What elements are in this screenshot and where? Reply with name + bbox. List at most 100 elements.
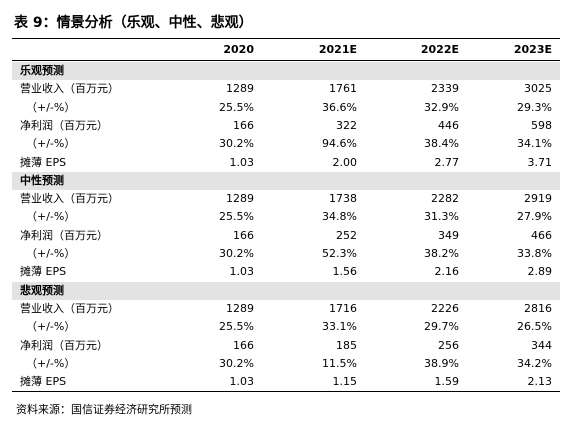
table-cell: 25.5% xyxy=(219,100,254,114)
rule xyxy=(12,391,560,392)
row-label: （+/-%） xyxy=(26,100,76,114)
table-cell: 446 xyxy=(438,118,459,132)
table-cell: 349 xyxy=(438,228,459,242)
row-label: 净利润（百万元） xyxy=(20,338,108,352)
table-cell: 29.3% xyxy=(517,100,552,114)
table-cell: 1289 xyxy=(226,301,254,315)
row-label: （+/-%） xyxy=(26,210,76,224)
row-label: （+/-%） xyxy=(26,247,76,260)
table-cell: 2339 xyxy=(431,82,459,96)
table-cell: 2226 xyxy=(431,301,459,315)
table-cell: 344 xyxy=(531,338,552,352)
table-cell: 11.5% xyxy=(322,356,357,370)
section-label: 乐观预测 xyxy=(20,64,64,77)
table-cell: 2.89 xyxy=(527,265,553,279)
table-cell: 598 xyxy=(531,118,552,132)
table-cell: 1761 xyxy=(329,82,357,96)
table-row: （+/-%） 30.2% 11.5% 38.9% 34.2% xyxy=(12,355,560,373)
table-row: 净利润（百万元） 166 252 349 466 xyxy=(12,227,560,245)
table-cell: 30.2% xyxy=(219,356,254,370)
table-cell: 2022E xyxy=(420,43,459,56)
table-row: （+/-%） 30.2% 52.3% 38.2% 33.8% xyxy=(12,245,560,263)
table-cell: 185 xyxy=(336,338,357,352)
table-row: 营业收入（百万元） 1289 1761 2339 3025 xyxy=(12,80,560,98)
table-cell: 36.6% xyxy=(322,100,357,114)
section-row: 悲观预测 xyxy=(12,281,560,300)
table-cell: 322 xyxy=(336,118,357,132)
table-cell: 2.00 xyxy=(332,155,358,169)
table-cell: 2.77 xyxy=(434,155,460,169)
header-row: 2020 2021E 2022E 2023E xyxy=(12,40,560,60)
table-row: 摊薄 EPS 1.03 2.00 2.77 3.71 xyxy=(12,154,560,172)
row-label: 摊薄 EPS xyxy=(20,265,67,279)
source-note: 资料来源：国信证券经济研究所预测 xyxy=(16,403,192,416)
row-label: （+/-%） xyxy=(26,137,76,151)
table-cell: 38.2% xyxy=(424,247,459,260)
rule xyxy=(12,60,560,61)
table-cell: 38.4% xyxy=(424,137,459,151)
table-row: 净利润（百万元） 166 322 446 598 xyxy=(12,117,560,135)
table-cell: 34.8% xyxy=(322,210,357,224)
table-cell: 30.2% xyxy=(219,137,254,151)
table-cell: 27.9% xyxy=(517,210,552,224)
table-cell: 33.1% xyxy=(322,320,357,334)
table-cell: 30.2% xyxy=(219,247,254,260)
table-cell: 26.5% xyxy=(517,320,552,334)
table-cell: 2282 xyxy=(431,192,459,206)
table-cell: 1.03 xyxy=(229,375,255,389)
table-cell: 29.7% xyxy=(424,320,459,334)
table-cell: 166 xyxy=(233,338,254,352)
row-label: 净利润（百万元） xyxy=(20,118,108,132)
table-row: 营业收入（百万元） 1289 1716 2226 2816 xyxy=(12,300,560,318)
section-row: 乐观预测 xyxy=(12,62,560,81)
row-label: 摊薄 EPS xyxy=(20,155,67,169)
section-label: 中性预测 xyxy=(20,173,64,187)
row-label: 营业收入（百万元） xyxy=(20,82,119,96)
row-label: （+/-%） xyxy=(26,356,76,370)
table-cell: 31.3% xyxy=(424,210,459,224)
table-cell: 2020 xyxy=(223,43,254,56)
table-cell: 166 xyxy=(233,118,254,132)
table-title: 表 9：情景分析（乐观、中性、悲观） xyxy=(14,15,253,31)
table-row: （+/-%） 25.5% 33.1% 29.7% 26.5% xyxy=(12,318,560,336)
table-row: 净利润（百万元） 166 185 256 344 xyxy=(12,337,560,355)
row-label: 营业收入（百万元） xyxy=(20,192,119,206)
table-cell: 33.8% xyxy=(517,247,552,260)
table-cell: 32.9% xyxy=(424,100,459,114)
table-cell: 2919 xyxy=(524,192,552,206)
row-label: （+/-%） xyxy=(26,320,76,334)
row-label: 摊薄 EPS xyxy=(20,375,67,389)
table-cell: 252 xyxy=(336,228,357,242)
table-cell: 1.03 xyxy=(229,155,255,169)
table-cell: 2.13 xyxy=(527,375,553,389)
table-row: 摊薄 EPS 1.03 1.56 2.16 2.89 xyxy=(12,263,560,281)
table-cell: 1.59 xyxy=(434,375,460,389)
table-cell: 1.03 xyxy=(229,265,255,279)
table-row: 摊薄 EPS 1.03 1.15 1.59 2.13 xyxy=(12,373,560,391)
table-cell: 1289 xyxy=(226,192,254,206)
table-cell: 2023E xyxy=(513,43,552,56)
table-cell: 3025 xyxy=(524,82,552,96)
table-cell: 38.9% xyxy=(424,356,459,370)
table-row: 营业收入（百万元） 1289 1738 2282 2919 xyxy=(12,190,560,208)
table-cell: 3.71 xyxy=(527,155,553,169)
table-cell: 2816 xyxy=(524,301,552,315)
table-cell: 2021E xyxy=(318,43,357,56)
table-cell: 1289 xyxy=(226,82,254,96)
table-cell: 256 xyxy=(438,338,459,352)
table-cell: 1.56 xyxy=(332,265,358,279)
row-label: 营业收入（百万元） xyxy=(20,301,119,315)
table-cell: 25.5% xyxy=(219,320,254,334)
row-label: 净利润（百万元） xyxy=(20,228,108,242)
table-cell: 52.3% xyxy=(322,247,357,260)
table-cell: 166 xyxy=(233,228,254,242)
table-row: （+/-%） 25.5% 34.8% 31.3% 27.9% xyxy=(12,208,560,226)
table-cell: 1.15 xyxy=(332,375,358,389)
section-label: 悲观预测 xyxy=(20,283,64,297)
table-cell: 94.6% xyxy=(322,137,357,151)
table-cell: 466 xyxy=(531,228,552,242)
rule xyxy=(12,38,560,39)
table-row: （+/-%） 25.5% 36.6% 32.9% 29.3% xyxy=(12,99,560,117)
table-cell: 2.16 xyxy=(434,265,460,279)
